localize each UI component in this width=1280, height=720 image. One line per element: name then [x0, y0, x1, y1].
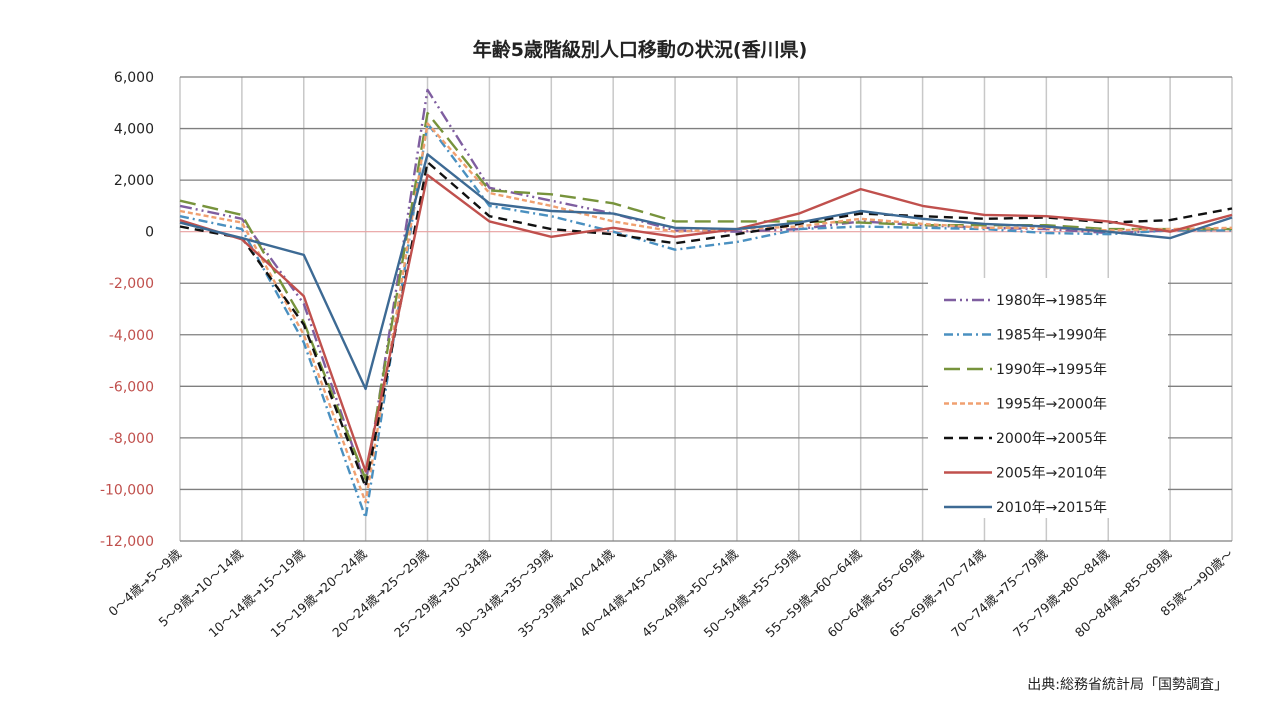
y-tick-label: 4,000	[114, 122, 154, 138]
y-tick-label: -6,000	[109, 379, 154, 395]
y-tick-label: -10,000	[100, 482, 154, 498]
y-axis: 6,000 4,000 2,000 0 -2,000 -4,000 -6,000 -8,000…	[100, 70, 154, 550]
legend-label: 2000年→2005年	[996, 431, 1107, 447]
chart-title: 年齢5歳階級別人口移動の状況(香川県)	[473, 38, 808, 61]
series-line	[179, 153, 1233, 391]
legend-label: 1990年→1995年	[996, 362, 1107, 378]
series-line	[179, 122, 1232, 519]
legend-box	[928, 278, 1168, 518]
legend-label: 1995年→2000年	[996, 397, 1107, 413]
source-note: 出典:総務省統計局「国勢調査」	[1027, 677, 1228, 693]
y-tick-label: -8,000	[109, 431, 154, 447]
y-tick-label: 6,000	[114, 70, 154, 86]
series-line	[179, 111, 1232, 481]
y-tick-label: 2,000	[114, 173, 154, 189]
legend: 1980年→1985年 1985年→1990年 1990年→1995年 1995年→2…	[928, 278, 1168, 518]
legend-label: 2010年→2015年	[996, 500, 1107, 516]
series-line	[179, 173, 1233, 473]
x-axis: 0～4歳→5～9歳5～9歳→10～14歳10～14歳→15～19歳15～19歳→…	[105, 546, 1236, 641]
series-line	[179, 160, 1233, 489]
y-tick-label: -2,000	[109, 276, 154, 292]
legend-label: 1980年→1985年	[996, 293, 1107, 309]
legend-label: 1985年→1990年	[996, 328, 1107, 344]
legend-label: 2005年→2010年	[996, 466, 1107, 482]
y-tick-label: -4,000	[109, 328, 154, 344]
y-tick-label: 0	[145, 225, 154, 241]
data-series	[179, 88, 1233, 519]
y-tick-label: -12,000	[100, 534, 154, 550]
